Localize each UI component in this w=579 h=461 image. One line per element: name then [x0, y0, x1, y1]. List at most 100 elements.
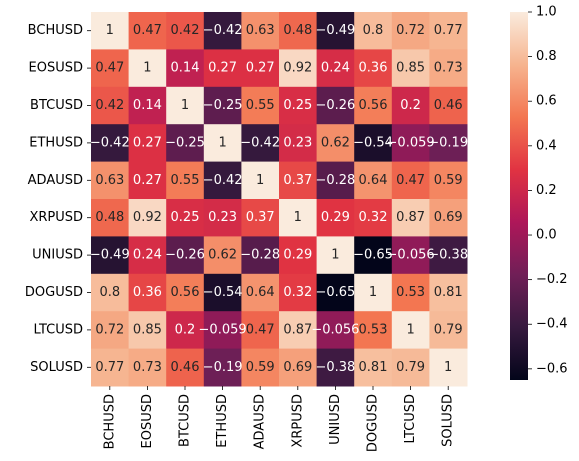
x-tick-label: SOLUSD — [441, 394, 456, 447]
colorbar-tick-label: 0.0 — [536, 228, 557, 243]
heatmap-cell — [91, 161, 130, 200]
heatmap-cell — [429, 311, 468, 350]
heatmap-cell — [354, 49, 393, 88]
heatmap-cell — [354, 199, 393, 237]
heatmap-cell — [91, 311, 130, 350]
heatmap-cell — [203, 161, 242, 200]
heatmap-cell — [241, 124, 280, 163]
heatmap-cell — [166, 12, 205, 50]
heatmap-cell — [354, 348, 393, 387]
heatmap-cell — [203, 311, 242, 350]
cell-value-label: −0.49 — [90, 248, 130, 263]
heatmap-cell — [166, 86, 205, 125]
cell-value-label: 0.23 — [283, 135, 312, 150]
heatmap-cell — [391, 311, 430, 350]
heatmap-cell — [166, 161, 205, 200]
colorbar-tick-label: −0.2 — [536, 272, 568, 287]
cell-value-label: −0.26 — [165, 248, 205, 263]
cell-value-label: 0.2 — [175, 322, 196, 337]
cell-value-label: 0.29 — [321, 210, 350, 225]
heatmap-cell — [203, 348, 242, 387]
x-tick-label: DOGUSD — [366, 394, 381, 452]
heatmap-cell — [203, 273, 242, 312]
heatmap-cell — [279, 12, 318, 50]
cell-value-label: 0.79 — [396, 360, 425, 375]
cell-value-label: 0.47 — [133, 23, 162, 38]
heatmap-cell — [128, 348, 167, 387]
cell-value-label: 1 — [444, 360, 452, 375]
cell-value-label: 0.24 — [133, 248, 162, 263]
heatmap-cell — [241, 161, 280, 200]
heatmap-cell — [241, 311, 280, 350]
heatmap-cell — [241, 273, 280, 312]
cell-value-label: −0.25 — [165, 135, 205, 150]
heatmap-cell — [316, 12, 355, 50]
heatmap-cell — [128, 161, 167, 200]
heatmap-cell — [316, 124, 355, 163]
cell-value-label: −0.65 — [353, 248, 393, 263]
heatmap-cell — [391, 199, 430, 237]
cell-value-label: 0.69 — [434, 210, 463, 225]
y-tick-label: BTCUSD — [30, 98, 83, 113]
cell-value-label: 0.48 — [283, 23, 312, 38]
heatmap-cell — [128, 311, 167, 350]
heatmap-cell — [279, 161, 318, 200]
x-tick-label: XRPUSD — [290, 394, 305, 448]
y-tick-label: SOLUSD — [30, 360, 83, 375]
cell-value-label: 1 — [369, 285, 377, 300]
heatmap-cell — [166, 199, 205, 237]
heatmap-cell — [91, 86, 130, 125]
x-tick-label: LTCUSD — [403, 394, 418, 444]
y-tick-label: EOSUSD — [29, 61, 83, 76]
cell-value-label: −0.056 — [387, 248, 435, 263]
cell-value-label: −0.54 — [203, 285, 243, 300]
heatmap-cell — [203, 124, 242, 163]
heatmap-cell — [354, 236, 393, 275]
heatmap-cell — [128, 236, 167, 275]
cell-value-label: −0.056 — [311, 322, 359, 337]
cell-value-label: 0.59 — [434, 173, 463, 188]
colorbar-tick-label: 1.0 — [536, 5, 557, 20]
heatmap-cell — [391, 86, 430, 125]
heatmap-cell — [128, 273, 167, 312]
heatmap-cell — [391, 236, 430, 275]
y-tick-label: ADAUSD — [28, 173, 83, 188]
cell-value-label: 0.27 — [208, 61, 237, 76]
y-tick-label: ETHUSD — [29, 135, 83, 150]
cell-value-label: 0.8 — [99, 285, 120, 300]
colorbar-tick-label: −0.4 — [536, 317, 568, 332]
heatmap-cell — [203, 86, 242, 125]
heatmap-cell — [91, 348, 130, 387]
cell-value-label: 0.81 — [434, 285, 463, 300]
colorbar: 1.0 0.8 0.6 0.4 0.2 0.0 −0.2 −0.4 −0.6 — [510, 5, 568, 380]
heatmap-cell — [429, 273, 468, 312]
cell-value-label: 0.46 — [434, 98, 463, 113]
cell-value-label: 0.62 — [208, 248, 237, 263]
heatmap-cell — [166, 348, 205, 387]
heatmap-cell — [316, 348, 355, 387]
cell-value-label: 0.63 — [95, 173, 124, 188]
cell-value-label: 0.29 — [283, 248, 312, 263]
cell-value-label: 0.59 — [246, 360, 275, 375]
heatmap-cell — [429, 199, 468, 237]
cell-value-label: 0.72 — [396, 23, 425, 38]
cell-value-label: 0.92 — [283, 61, 312, 76]
heatmap-cell — [354, 12, 393, 50]
x-tick-label: BCHUSD — [102, 394, 117, 449]
cell-value-label: 0.24 — [321, 61, 350, 76]
cell-value-label: 0.27 — [133, 135, 162, 150]
heatmap-cell — [91, 124, 130, 163]
cell-value-label: 0.92 — [133, 210, 162, 225]
cell-value-label: −0.28 — [315, 173, 355, 188]
cell-value-label: −0.38 — [315, 360, 355, 375]
heatmap-cell — [166, 236, 205, 275]
cell-value-label: −0.65 — [315, 285, 355, 300]
heatmap-cell — [166, 273, 205, 312]
heatmap-cell — [128, 49, 167, 88]
x-tick-label: EOSUSD — [140, 394, 155, 448]
heatmap-cell — [391, 161, 430, 200]
heatmap-cell — [429, 124, 468, 163]
heatmap-cell — [203, 236, 242, 275]
heatmap-cell — [91, 12, 130, 50]
heatmap-cell — [391, 12, 430, 50]
